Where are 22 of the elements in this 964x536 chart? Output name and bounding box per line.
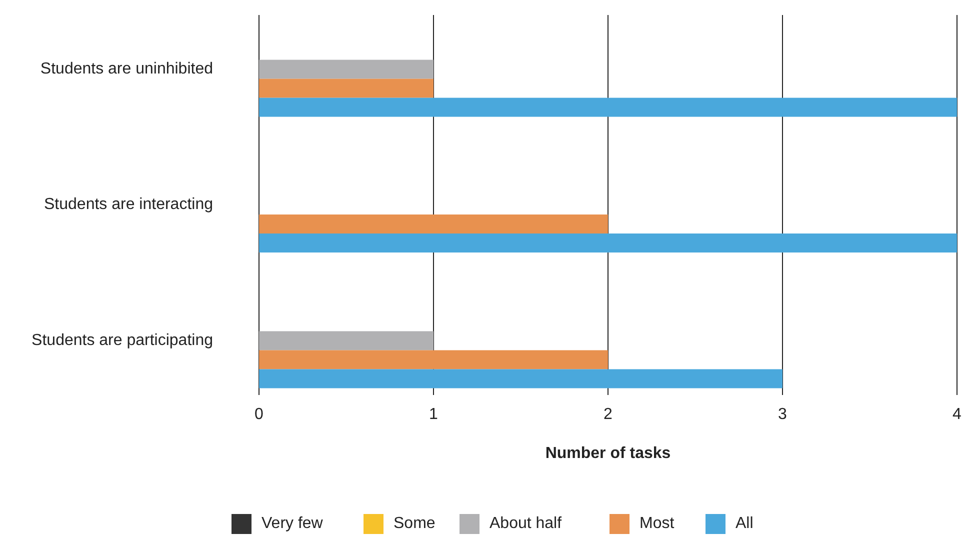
legend-label: All — [736, 515, 754, 532]
bar — [259, 60, 434, 79]
bar — [259, 234, 957, 252]
legend-label: About half — [490, 515, 562, 532]
x-tick-label: 2 — [604, 406, 613, 423]
x-axis-title: Number of tasks — [545, 445, 671, 462]
y-tick-label: Students are participating — [32, 332, 213, 349]
x-tick-label: 4 — [952, 406, 962, 423]
legend-label: Very few — [262, 515, 324, 532]
y-tick-label: Students are interacting — [44, 196, 213, 214]
bar — [259, 78, 434, 98]
bar — [259, 350, 608, 370]
bar — [259, 331, 434, 350]
legend-label: Some — [394, 515, 436, 532]
y-tick-label: Students are uninhibited — [40, 60, 213, 78]
x-tick-label: 3 — [778, 406, 788, 423]
x-tick-label: 0 — [254, 406, 264, 423]
bar — [259, 214, 608, 234]
legend-label: Most — [640, 515, 675, 532]
x-tick-label: 1 — [429, 406, 438, 423]
bar — [259, 369, 782, 388]
bar — [259, 98, 957, 117]
